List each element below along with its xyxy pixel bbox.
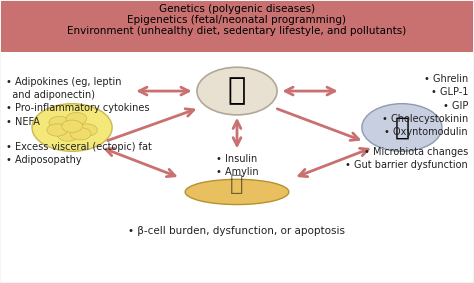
Ellipse shape (185, 179, 289, 205)
Circle shape (70, 128, 91, 140)
Circle shape (57, 129, 78, 141)
FancyBboxPatch shape (1, 52, 473, 282)
Text: • Ghrelin
• GLP-1
• GIP
• Cholecystokinin
• Oxyntomodulin: • Ghrelin • GLP-1 • GIP • Cholecystokini… (382, 74, 468, 137)
Text: Epigenetics (fetal/neonatal programming): Epigenetics (fetal/neonatal programming) (128, 15, 346, 25)
Text: • Microbiota changes
• Gut barrier dysfunction: • Microbiota changes • Gut barrier dysfu… (345, 147, 468, 170)
Text: 🫀: 🫀 (230, 173, 244, 194)
Circle shape (362, 104, 442, 151)
Text: Genetics (polygenic diseases): Genetics (polygenic diseases) (159, 4, 315, 14)
Text: Environment (unhealthy diet, sedentary lifestyle, and pollutants): Environment (unhealthy diet, sedentary l… (67, 26, 407, 37)
Text: 🧠: 🧠 (228, 77, 246, 106)
Circle shape (197, 67, 277, 115)
Text: 🫁: 🫁 (394, 115, 410, 140)
FancyBboxPatch shape (1, 1, 473, 52)
Circle shape (62, 120, 82, 132)
Text: • β-cell burden, dysfunction, or apoptosis: • β-cell burden, dysfunction, or apoptos… (128, 226, 346, 236)
Text: • Adipokines (eg, leptin
  and adiponectin)
• Pro-inflammatory cytokines
• NEFA: • Adipokines (eg, leptin and adiponectin… (6, 77, 150, 127)
Circle shape (76, 124, 97, 136)
Circle shape (49, 116, 70, 128)
Text: • Excess visceral (ectopic) fat
• Adiposopathy: • Excess visceral (ectopic) fat • Adipos… (6, 142, 152, 165)
Circle shape (47, 124, 68, 136)
Circle shape (32, 104, 112, 151)
Circle shape (66, 113, 87, 125)
Text: • Insulin
• Amylin: • Insulin • Amylin (216, 154, 258, 177)
